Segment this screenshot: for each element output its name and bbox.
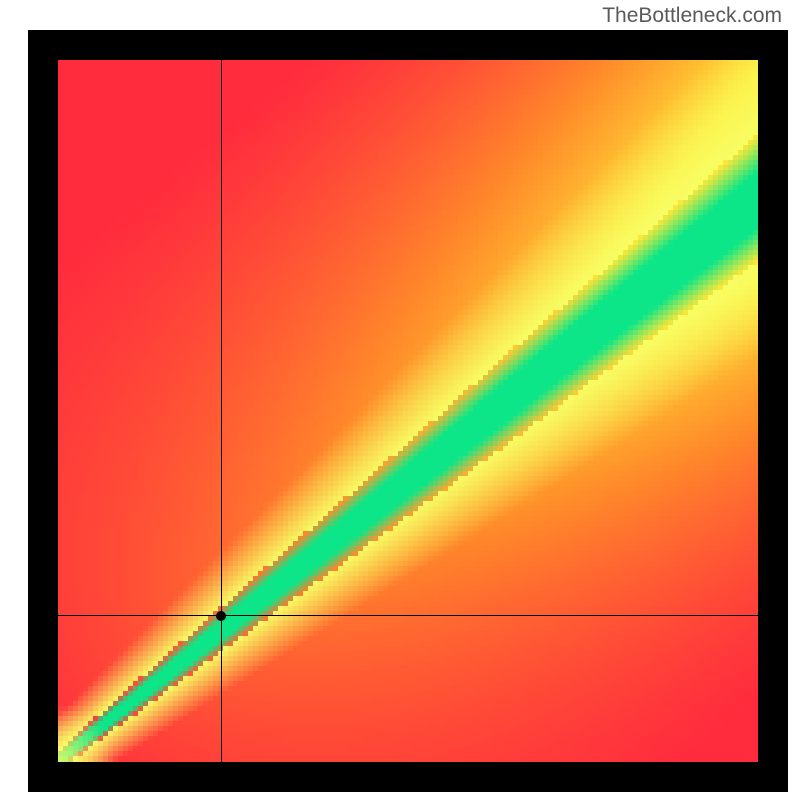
crosshair-horizontal: [58, 615, 758, 616]
chart-container: TheBottleneck.com: [0, 0, 800, 800]
heatmap-canvas: [58, 60, 758, 762]
watermark-text: TheBottleneck.com: [602, 4, 782, 28]
crosshair-vertical: [221, 60, 222, 762]
chart-inner: [58, 60, 758, 762]
crosshair-dot: [216, 611, 226, 621]
